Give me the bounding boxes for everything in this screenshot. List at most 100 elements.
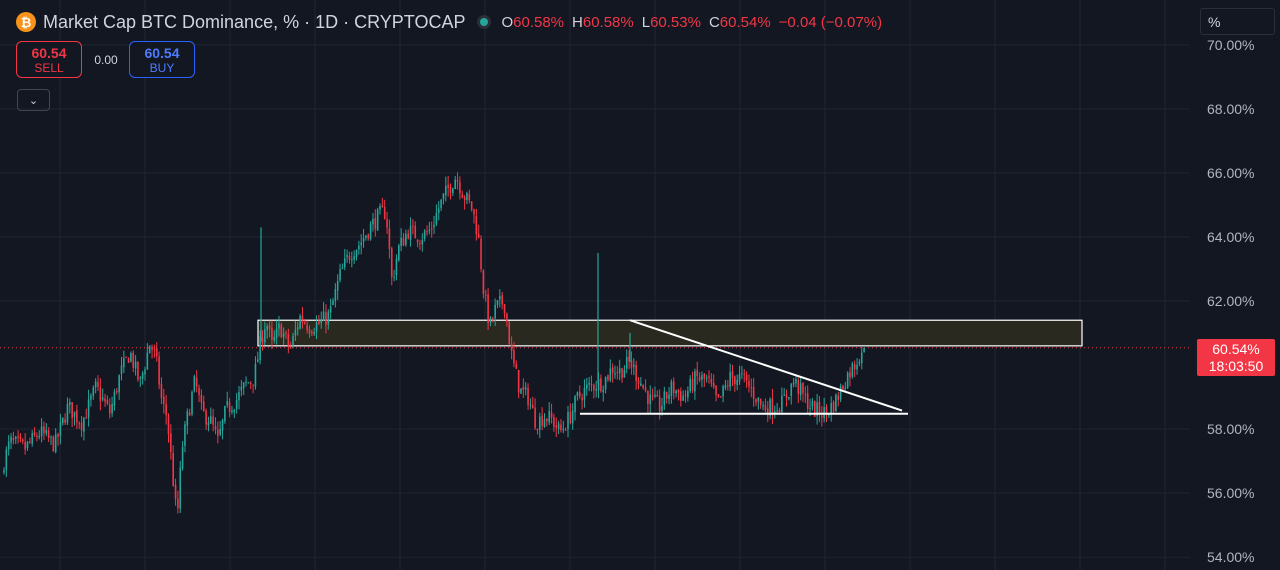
candle-body bbox=[26, 441, 29, 449]
candle-body bbox=[355, 249, 358, 257]
descending-trendline[interactable] bbox=[629, 319, 903, 412]
y-tick-label: 70.00% bbox=[1207, 37, 1254, 53]
candle-body bbox=[447, 184, 449, 188]
candle-body bbox=[823, 407, 825, 419]
ohlc-open: O60.58% bbox=[501, 13, 565, 31]
candle-body bbox=[151, 346, 153, 350]
candle-body bbox=[409, 226, 412, 240]
buy-button[interactable]: 60.54 BUY bbox=[129, 41, 195, 78]
collapse-legend-button[interactable]: ⌄ bbox=[17, 89, 50, 111]
candle-body bbox=[83, 417, 85, 432]
sell-label: SELL bbox=[34, 61, 64, 75]
candle-body bbox=[393, 276, 395, 278]
candle-body bbox=[776, 410, 778, 412]
candle-body bbox=[358, 245, 360, 250]
candle-body bbox=[428, 230, 431, 232]
candle-body bbox=[226, 400, 229, 406]
ohlc-high: H60.58% bbox=[572, 13, 634, 31]
candle-body bbox=[360, 242, 362, 246]
candle-body bbox=[365, 235, 367, 238]
candle-body bbox=[588, 383, 590, 385]
candle-body bbox=[318, 321, 320, 324]
candle-body bbox=[362, 238, 365, 242]
candle-body bbox=[555, 425, 558, 428]
y-tick-label: 56.00% bbox=[1207, 485, 1254, 501]
candle-body bbox=[470, 201, 473, 210]
candle-body bbox=[602, 389, 605, 392]
candle-body bbox=[712, 382, 715, 387]
symbol-title[interactable]: Market Cap BTC Dominance, % · 1D · CRYPT… bbox=[43, 11, 466, 32]
candle-body bbox=[235, 399, 238, 409]
candle-body bbox=[477, 233, 480, 238]
candle-body bbox=[715, 385, 717, 395]
candle-body bbox=[851, 363, 854, 377]
ohlc-close: C60.54% bbox=[708, 13, 771, 31]
candle-body bbox=[348, 256, 351, 260]
candle-body bbox=[407, 233, 409, 239]
candle-body bbox=[813, 401, 816, 417]
candle-body bbox=[332, 300, 334, 306]
candle-body bbox=[546, 418, 548, 422]
candle-body bbox=[78, 423, 80, 425]
candle-body bbox=[534, 407, 536, 428]
candle-body bbox=[734, 376, 736, 385]
candle-body bbox=[539, 416, 541, 430]
candle-body bbox=[261, 337, 264, 344]
candle-body bbox=[832, 402, 835, 412]
candle-body bbox=[548, 410, 550, 423]
candle-body bbox=[50, 436, 52, 438]
y-tick-label: 64.00% bbox=[1207, 229, 1254, 245]
candle-body bbox=[724, 385, 727, 388]
candle-body bbox=[327, 311, 330, 325]
candle-body bbox=[125, 356, 127, 358]
candle-body bbox=[172, 452, 174, 486]
candle-body bbox=[59, 422, 62, 436]
candles bbox=[3, 172, 865, 514]
candle-body bbox=[614, 373, 616, 375]
candle-body bbox=[73, 411, 76, 417]
candle-body bbox=[390, 248, 393, 277]
candle-body bbox=[835, 394, 837, 412]
candle-body bbox=[43, 426, 45, 434]
candle-body bbox=[282, 333, 285, 337]
candle-body bbox=[790, 383, 793, 397]
candle-body bbox=[849, 372, 851, 378]
candle-body bbox=[238, 391, 240, 401]
candle-body bbox=[405, 233, 407, 245]
candle-body bbox=[336, 281, 339, 291]
candle-body bbox=[571, 410, 574, 424]
candle-body bbox=[306, 325, 308, 330]
candle-body bbox=[821, 415, 823, 418]
candle-body bbox=[586, 384, 588, 389]
candle-body bbox=[449, 187, 452, 193]
candle-body bbox=[672, 381, 675, 394]
candle-body bbox=[856, 364, 858, 370]
candle-body bbox=[341, 267, 344, 269]
candle-body bbox=[14, 436, 17, 439]
candle-body bbox=[398, 245, 400, 260]
market-status-icon[interactable] bbox=[477, 15, 492, 29]
candle-body bbox=[228, 402, 231, 412]
candle-body bbox=[649, 394, 652, 404]
candle-body bbox=[684, 394, 687, 396]
candle-body bbox=[346, 255, 348, 257]
candle-body bbox=[748, 380, 750, 387]
candle-body bbox=[242, 382, 245, 389]
candle-body bbox=[64, 419, 66, 423]
candle-body bbox=[837, 395, 840, 400]
candle-body bbox=[727, 385, 729, 387]
sell-button[interactable]: 60.54 SELL bbox=[16, 41, 82, 78]
price-axis[interactable]: 70.00% 68.00% 66.00% 64.00% 62.00% 58.00% 56.0… bbox=[1207, 37, 1254, 565]
candle-body bbox=[69, 402, 71, 405]
candle-body bbox=[174, 484, 177, 499]
candle-body bbox=[292, 335, 294, 346]
candle-body bbox=[120, 365, 123, 374]
candle-body bbox=[257, 359, 259, 363]
candle-body bbox=[710, 378, 713, 384]
candle-body bbox=[806, 393, 809, 409]
candle-body bbox=[630, 360, 633, 368]
percent-scale-toggle[interactable]: % bbox=[1200, 8, 1275, 35]
candle-body bbox=[301, 315, 304, 323]
candle-body bbox=[200, 395, 203, 403]
